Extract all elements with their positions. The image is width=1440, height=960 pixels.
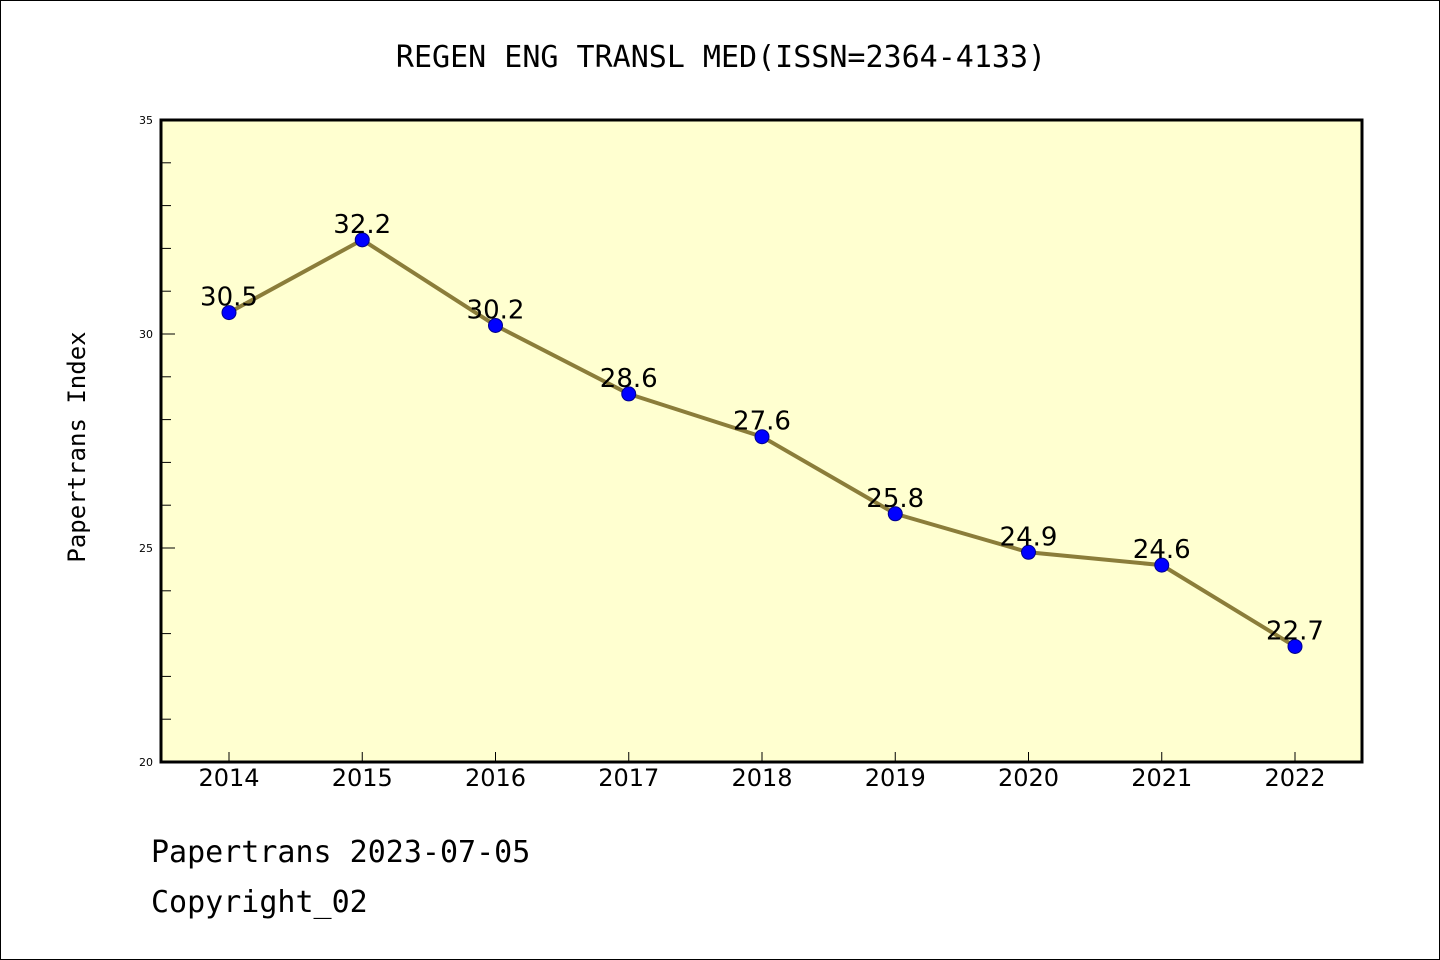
x-tick-label: 2021 [1131,764,1192,792]
y-axis-title: Papertrans Index [63,331,91,562]
data-label: 22.7 [1266,616,1324,646]
data-point-marker [754,429,770,445]
data-label: 24.6 [1133,535,1191,565]
data-point-marker [488,317,503,333]
data-point-marker [1287,638,1303,654]
data-point-marker [621,386,637,402]
x-tick-label: 2016 [465,764,526,792]
y-tick-label: 30 [139,328,153,341]
data-point-marker [221,305,237,321]
data-point-marker [354,232,370,248]
data-markers [221,232,1303,654]
data-label: 24.9 [1000,522,1058,552]
data-point-marker [1021,544,1036,560]
data-label: 32.2 [333,210,391,240]
x-tick-label: 2019 [865,764,926,792]
x-tick-label: 2020 [998,764,1059,792]
data-point-marker [887,506,903,522]
y-axis-ticks: 20 25 30 35 [139,114,175,769]
x-tick-label: 2014 [198,764,259,792]
x-tick-label: 2015 [332,764,393,792]
chart-title: REGEN ENG TRANSL MED(ISSN=2364-4133) [396,40,1046,75]
data-label: 25.8 [866,484,924,514]
data-label: 28.6 [600,364,658,394]
y-tick-label: 20 [139,756,153,769]
data-point-marker [1154,557,1170,573]
data-label: 27.6 [733,407,791,437]
x-tick-label: 2018 [731,764,792,792]
footer-date: Papertrans 2023-07-05 [151,835,531,870]
x-axis-ticks: 2014 2015 2016 2017 2018 2019 2020 2021 2022 [198,752,1326,792]
x-tick-label: 2022 [1264,764,1325,792]
data-label: 30.2 [467,295,525,325]
data-label: 30.5 [200,283,258,313]
y-tick-label: 35 [139,114,153,127]
y-tick-label: 25 [139,542,153,555]
data-labels: 30.5 32.2 30.2 28.6 27.6 25.8 24.9 24.6 22.7 [200,210,1324,647]
footer-copyright: Copyright_02 [151,885,368,920]
x-tick-label: 2017 [598,764,659,792]
